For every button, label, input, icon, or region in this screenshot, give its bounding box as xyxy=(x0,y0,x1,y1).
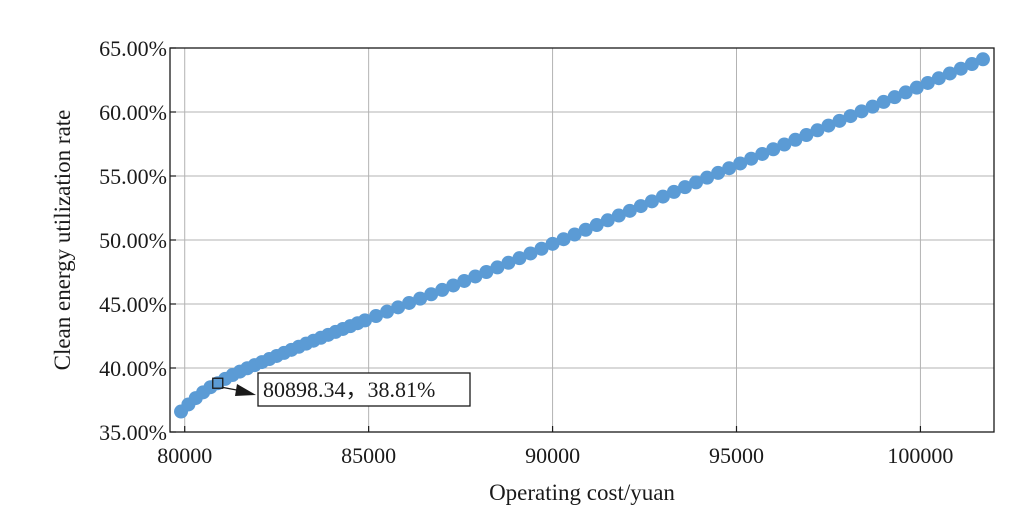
data-point xyxy=(578,222,593,237)
y-axis-label: Clean energy utilization rate xyxy=(50,110,75,371)
y-tick-label: 55.00% xyxy=(99,164,167,189)
annotation-arrow-head xyxy=(235,384,256,396)
data-point xyxy=(711,165,726,180)
data-point xyxy=(556,232,571,247)
x-tick-label: 95000 xyxy=(709,443,764,468)
data-point xyxy=(446,278,461,293)
data-point xyxy=(369,309,383,324)
data-point xyxy=(733,156,748,171)
y-tick-label: 65.00% xyxy=(99,36,167,61)
data-point xyxy=(887,90,902,105)
data-point xyxy=(843,109,858,124)
data-point xyxy=(413,291,428,306)
data-point xyxy=(600,213,615,228)
data-point xyxy=(898,85,913,100)
data-point xyxy=(931,71,946,86)
data-point xyxy=(777,137,792,152)
data-point xyxy=(490,260,505,275)
axis-ticks: 80000 85000 90000 95000 100000 35.00% 40.00% 45… xyxy=(99,36,953,468)
data-point xyxy=(655,189,670,204)
data-point xyxy=(435,282,450,297)
data-point xyxy=(622,203,637,218)
data-point xyxy=(391,300,406,315)
data-point xyxy=(799,128,814,143)
data-point xyxy=(942,66,957,81)
y-tick-label: 60.00% xyxy=(99,100,167,125)
annotation-box xyxy=(257,372,471,407)
data-point xyxy=(611,208,626,223)
data-point xyxy=(766,142,781,157)
data-point xyxy=(909,80,924,95)
y-tick-label: 50.00% xyxy=(99,228,167,253)
annotation: 80898.34，38.81% xyxy=(212,372,471,407)
x-tick-label: 100000 xyxy=(887,443,953,468)
data-point xyxy=(964,57,979,71)
data-points xyxy=(174,52,990,419)
data-point xyxy=(633,199,648,214)
data-point xyxy=(468,269,483,284)
data-point xyxy=(644,194,659,209)
data-point xyxy=(457,273,472,288)
data-point xyxy=(876,94,891,109)
data-point xyxy=(700,170,715,185)
data-point xyxy=(722,161,737,176)
data-point xyxy=(523,246,538,261)
data-point xyxy=(402,295,417,310)
data-point xyxy=(689,175,704,190)
data-point xyxy=(832,113,847,128)
data-point xyxy=(512,251,527,266)
data-point xyxy=(424,287,439,302)
data-point xyxy=(755,146,770,161)
data-point xyxy=(865,99,880,114)
data-point xyxy=(788,132,803,147)
annotation-label: 80898.34，38.81% xyxy=(263,377,435,402)
data-point xyxy=(501,255,516,270)
data-point xyxy=(821,118,836,133)
data-point xyxy=(589,218,604,233)
data-point xyxy=(678,180,692,195)
x-tick-label: 90000 xyxy=(525,443,580,468)
data-point xyxy=(666,184,681,199)
data-point xyxy=(975,52,990,67)
x-axis-label: Operating cost/yuan xyxy=(489,480,675,505)
data-point xyxy=(567,227,582,242)
x-tick-label: 85000 xyxy=(341,443,396,468)
y-tick-label: 45.00% xyxy=(99,292,167,317)
data-point xyxy=(810,123,825,138)
data-point xyxy=(953,61,968,76)
annotation-marker xyxy=(212,377,224,389)
data-point xyxy=(744,151,759,166)
data-point xyxy=(357,313,372,328)
data-point xyxy=(534,241,549,256)
data-point xyxy=(854,104,869,119)
data-point xyxy=(545,236,560,251)
data-point xyxy=(380,304,395,319)
y-tick-label: 40.00% xyxy=(99,356,167,381)
data-point xyxy=(920,75,935,90)
x-tick-label: 80000 xyxy=(157,443,212,468)
data-point xyxy=(479,265,494,279)
y-tick-label: 35.00% xyxy=(99,420,167,445)
